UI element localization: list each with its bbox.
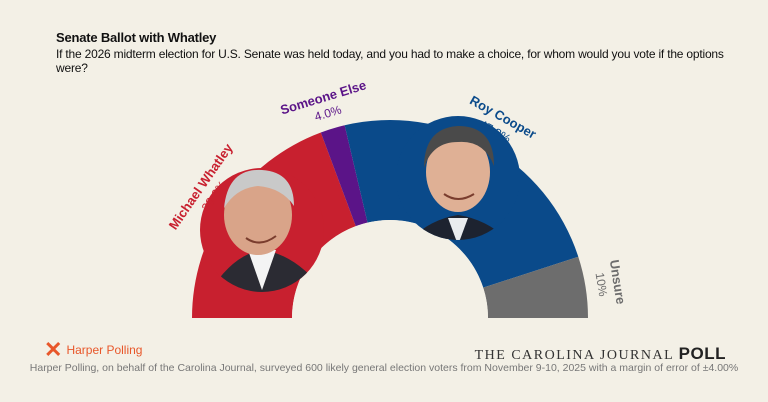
carolina-journal-poll-logo: THE CAROLINA JOURNAL POLL <box>475 344 726 364</box>
harper-logo-text: Harper Polling <box>66 343 143 357</box>
brand-poll: POLL <box>678 344 726 363</box>
slice-unsure <box>483 256 588 318</box>
donut-hole <box>292 220 488 402</box>
chart-title: Senate Ballot with Whatley <box>56 30 217 45</box>
harper-polling-logo: ✕ Harper Polling <box>44 337 143 362</box>
source-note: Harper Polling, on behalf of the Carolin… <box>29 362 739 374</box>
series-name: Unsure <box>607 259 629 306</box>
cooper-photo <box>396 116 520 240</box>
brand-prefix: THE CAROLINA JOURNAL <box>474 348 674 363</box>
harper-x-icon: ✕ <box>44 337 63 362</box>
series-value: 10% <box>593 272 611 298</box>
survey-question: If the 2026 midterm election for U.S. Se… <box>56 47 724 75</box>
slice-someone-else <box>320 125 368 227</box>
